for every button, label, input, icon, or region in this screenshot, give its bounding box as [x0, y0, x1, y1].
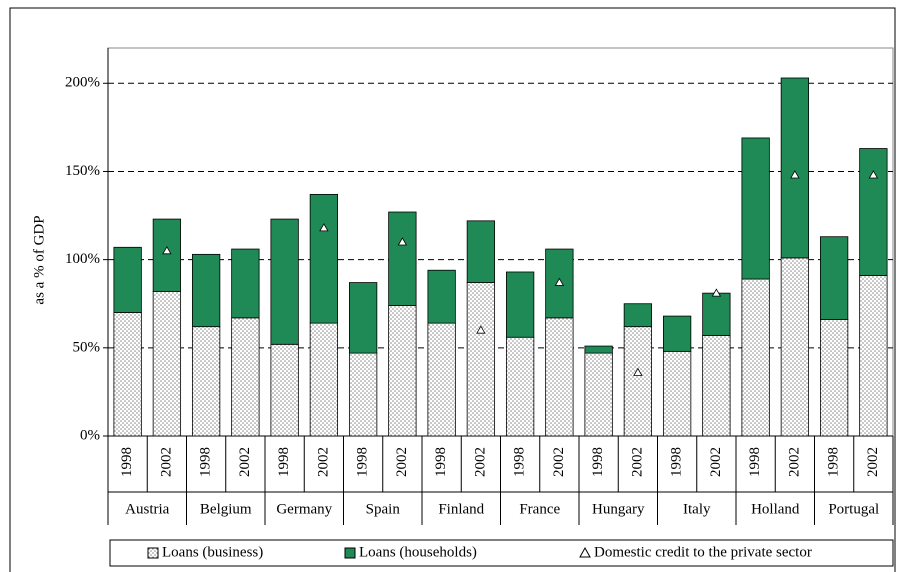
group-label: Austria [125, 501, 170, 517]
bar-segment [662, 350, 692, 437]
bar-segment [702, 335, 731, 437]
bar-segment [191, 326, 221, 437]
bar-segment [231, 248, 260, 319]
bar-segment [819, 319, 849, 437]
x-tick-label: 2002 [472, 447, 488, 477]
legend-swatch [147, 547, 159, 559]
legend-marker [579, 546, 591, 558]
marker [554, 277, 565, 286]
bar-segment [427, 269, 456, 324]
bar-segment [348, 352, 378, 437]
y-tick-label: 200% [65, 75, 100, 91]
x-tick-label: 2002 [551, 447, 567, 477]
bar-segment [270, 343, 299, 437]
x-tick-label: 1998 [119, 447, 135, 477]
legend-label: Loans (business) [162, 544, 263, 560]
bar-segment [741, 278, 770, 437]
x-tick-label: 1998 [826, 447, 842, 477]
y-tick-label: 0% [80, 427, 100, 443]
bar-segment [152, 218, 182, 292]
x-tick-label: 1998 [747, 447, 763, 477]
x-tick-label: 1998 [433, 447, 449, 477]
bar-segment [388, 211, 417, 306]
marker [711, 288, 722, 297]
bar-segment [584, 345, 613, 354]
group-label: Finland [438, 501, 484, 517]
bar-segment [623, 303, 653, 328]
group-label: Belgium [200, 501, 252, 517]
chart-frame [9, 7, 896, 572]
bar-segment [505, 336, 535, 437]
bar-segment [152, 290, 182, 437]
bar-segment [741, 137, 770, 280]
group-label: Portugal [828, 501, 879, 517]
bar-segment [702, 292, 731, 336]
bar-segment [819, 236, 849, 320]
bar-segment [113, 246, 142, 313]
bar-segment [270, 218, 299, 345]
marker [868, 170, 879, 179]
marker [476, 325, 486, 334]
group-label: Holland [751, 501, 800, 517]
x-tick-label: 2002 [158, 447, 174, 477]
legend-label: Domestic credit to the private sector [594, 544, 812, 560]
x-tick-label: 1998 [276, 447, 292, 477]
bar-segment [388, 305, 417, 437]
x-tick-label: 1998 [512, 447, 528, 477]
group-label: Italy [683, 501, 711, 517]
bar-segment [780, 257, 810, 437]
marker [319, 223, 329, 232]
x-tick-label: 2002 [315, 447, 331, 477]
bar-segment [466, 282, 496, 437]
group-label: Germany [276, 501, 332, 517]
group-label: Hungary [592, 501, 645, 517]
legend-swatch [344, 547, 356, 559]
bar-segment [859, 148, 888, 276]
bar-segment [505, 271, 535, 338]
bar-segment [780, 77, 810, 259]
x-tick-label: 2002 [629, 447, 645, 477]
x-tick-label: 1998 [669, 447, 685, 477]
bar-segment [584, 352, 613, 437]
bar-segment [191, 253, 221, 328]
legend-box [109, 539, 894, 567]
y-tick-label: 50% [73, 339, 101, 355]
plot-area [107, 47, 894, 437]
bar-segment [859, 275, 888, 437]
bar-segment [427, 322, 456, 437]
x-tick-label: 2002 [865, 447, 881, 477]
x-tick-label: 2002 [786, 447, 802, 477]
marker [162, 246, 172, 255]
x-tick-label: 1998 [198, 447, 214, 477]
bar-segment [309, 193, 339, 324]
x-tick-label: 2002 [708, 447, 724, 477]
x-tick-label: 2002 [394, 447, 410, 477]
group-label: Spain [366, 501, 401, 517]
marker [633, 367, 643, 376]
x-tick-label: 1998 [355, 447, 371, 477]
bar-segment [466, 220, 496, 283]
y-tick-label: 100% [65, 251, 100, 267]
bar-segment [348, 282, 378, 354]
bar-segment [231, 317, 260, 437]
group-label: France [519, 501, 560, 517]
bar-segment [113, 312, 142, 437]
marker [790, 170, 800, 179]
legend-label: Loans (households) [359, 544, 477, 560]
marker [397, 237, 408, 246]
y-tick-label: 150% [65, 163, 100, 179]
x-tick-label: 1998 [590, 447, 606, 477]
x-tick-label: 2002 [237, 447, 253, 477]
y-axis-label: as a % of GDP [31, 215, 47, 304]
bar-segment [309, 322, 339, 437]
bar-segment [545, 317, 574, 437]
bar-segment [662, 315, 692, 352]
bar-segment [623, 326, 653, 437]
